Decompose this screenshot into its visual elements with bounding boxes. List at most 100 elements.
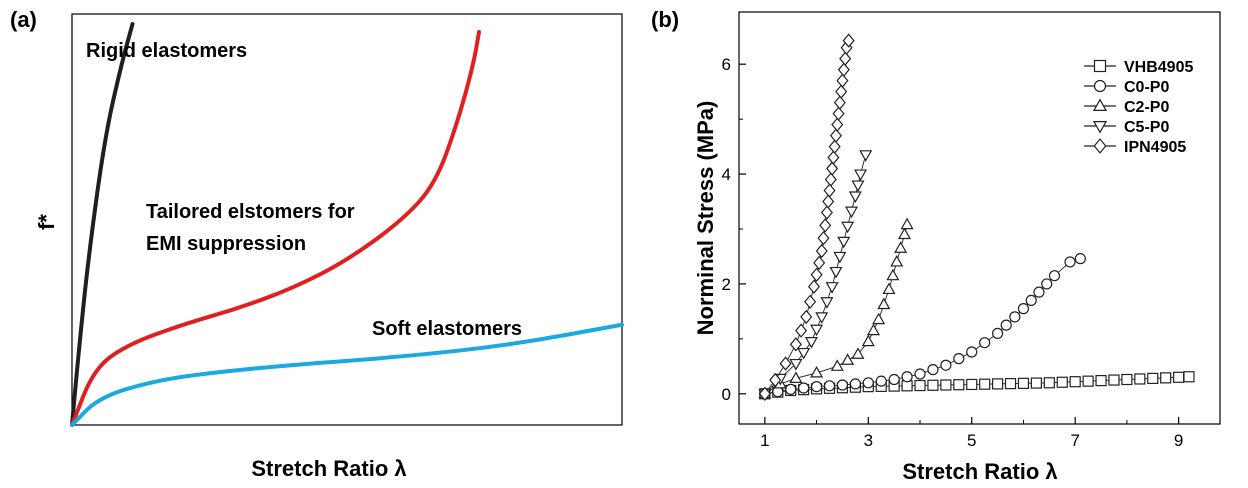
point-square-marker <box>992 378 1004 390</box>
curve-soft-elastomers <box>70 322 624 427</box>
point-square-marker <box>1121 373 1133 386</box>
point-square-marker <box>1082 375 1094 387</box>
point-circle-marker <box>953 353 965 365</box>
y-tick-label-6: 6 <box>722 55 731 74</box>
annotation-tailored-line-1: Tailored elstomers for <box>146 201 355 223</box>
point-diamond-marker <box>819 218 832 233</box>
legend-item-ipn4905: IPN4905 <box>1084 138 1186 156</box>
panel-a-y-axis-title: f* <box>34 214 59 230</box>
point-triangle-down-marker <box>837 236 851 249</box>
annotation-rigid-elastomers: Rigid elastomers <box>86 40 247 62</box>
legend-label: VHB4905 <box>1124 59 1193 76</box>
point-triangle-up-marker <box>810 365 824 378</box>
point-triangle-down-marker <box>841 221 855 234</box>
point-square-marker <box>1056 376 1068 388</box>
point-circle-marker <box>1033 286 1045 298</box>
series-c2-p0 <box>758 217 914 399</box>
x-tick-label-9: 9 <box>1174 431 1183 450</box>
point-circle-marker <box>927 364 939 376</box>
point-diamond-marker <box>820 205 833 220</box>
legend-label: IPN4905 <box>1124 139 1186 156</box>
point-triangle-up-marker <box>900 217 914 230</box>
point-diamond-marker <box>804 294 817 309</box>
point-circle-marker <box>979 337 991 349</box>
point-circle-marker <box>992 327 1004 339</box>
annotation-soft-elastomers: Soft elastomers <box>372 318 522 340</box>
point-square-marker <box>927 379 939 391</box>
point-diamond-marker <box>832 106 845 121</box>
point-square-marker <box>1030 377 1042 389</box>
legend-item-c5-p0: C5-P0 <box>1084 119 1169 136</box>
point-circle-marker <box>1064 256 1076 268</box>
point-square-marker <box>1147 372 1159 385</box>
point-square-marker <box>1017 377 1030 389</box>
legend-item-c0-p0: C0-P0 <box>1084 79 1169 96</box>
point-square-marker <box>979 378 991 390</box>
curve-tailored-elstomers-for-emi-suppression <box>70 30 481 427</box>
point-circle-marker <box>940 359 952 371</box>
point-triangle-up-marker <box>861 334 875 347</box>
point-diamond-marker <box>833 95 846 110</box>
point-diamond-marker <box>789 337 802 352</box>
legend-label: C5-P0 <box>1124 119 1169 136</box>
point-diamond-marker <box>758 386 771 401</box>
point-triangle-down-marker <box>833 251 847 264</box>
legend-square-marker <box>1093 59 1107 73</box>
point-triangle-up-marker <box>841 353 855 365</box>
point-circle-marker <box>1041 278 1053 290</box>
panel-b-x-axis-title: Stretch Ratio λ <box>902 459 1057 484</box>
y-tick-label-0: 0 <box>722 385 731 404</box>
panel-b-ticks-group: 1 3 5 7 9 0 2 4 6 <box>722 55 1184 450</box>
legend-triangle-up-marker <box>1092 98 1108 112</box>
point-circle-marker <box>836 379 849 391</box>
point-circle-marker <box>875 375 887 387</box>
point-diamond-marker <box>826 161 839 176</box>
series-c0-p0 <box>759 253 1086 400</box>
panel-a-plot-frame <box>71 13 623 426</box>
point-triangle-down-marker <box>854 169 868 182</box>
point-circle-marker <box>1009 311 1021 323</box>
point-circle-marker <box>798 382 810 394</box>
point-triangle-up-marker <box>882 282 896 295</box>
point-diamond-marker <box>835 84 848 99</box>
point-triangle-down-marker <box>820 297 834 309</box>
panel-b-legend: VHB4905 C0-P0 C2-P0 C5-P0 IPN4905 <box>1084 59 1193 156</box>
point-triangle-up-marker <box>789 371 803 384</box>
point-square-marker <box>1108 374 1120 386</box>
point-triangle-down-marker <box>848 191 862 203</box>
panel-a-label: (a) <box>10 7 37 32</box>
point-diamond-marker <box>842 33 855 48</box>
point-circle-marker <box>966 346 978 358</box>
y-tick-label-4: 4 <box>722 165 731 184</box>
point-diamond-marker <box>828 139 841 154</box>
point-circle-marker <box>849 378 861 390</box>
point-diamond-marker <box>829 128 843 143</box>
point-square-marker <box>1043 377 1055 389</box>
curve-rigid-elastomers <box>70 22 135 427</box>
panel-b-scatter-chart: (b) 1 3 5 7 9 0 2 4 6 VHB4905 C0-P0 C2-P0 C5-P0 IPN4… <box>651 7 1221 484</box>
point-square-marker <box>1183 371 1195 383</box>
point-triangle-down-marker <box>829 266 843 279</box>
point-square-marker <box>966 378 978 391</box>
point-circle-marker <box>823 380 836 392</box>
series-vhb4905 <box>759 371 1195 400</box>
point-circle-marker <box>1074 253 1086 265</box>
point-diamond-marker <box>824 172 837 187</box>
panel-a-series-group <box>70 22 624 427</box>
point-diamond-marker <box>810 267 823 282</box>
point-triangle-down-marker <box>825 282 839 294</box>
x-tick-label-5: 5 <box>967 431 976 450</box>
legend-item-c2-p0: C2-P0 <box>1084 98 1169 116</box>
point-diamond-marker <box>795 323 808 338</box>
point-triangle-down-marker <box>804 337 818 349</box>
point-triangle-up-marker <box>890 254 904 267</box>
point-diamond-marker <box>827 150 840 165</box>
point-square-marker <box>1134 373 1146 385</box>
point-square-marker <box>914 379 926 392</box>
x-tick-label-7: 7 <box>1070 431 1079 450</box>
point-circle-marker <box>862 377 874 389</box>
point-triangle-up-marker <box>894 241 908 253</box>
series-line-ipn4905 <box>764 40 850 395</box>
point-diamond-marker <box>823 183 836 198</box>
panel-a-conceptual-chart: (a) Rigid elastomers Tailored elstomers … <box>10 7 624 481</box>
